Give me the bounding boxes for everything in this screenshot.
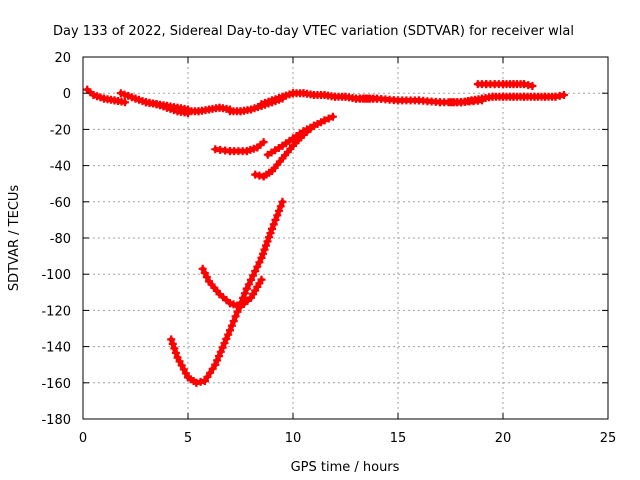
data-point-marker bbox=[278, 197, 287, 206]
data-point-marker bbox=[259, 138, 268, 147]
y-tick-label: -20 bbox=[50, 123, 71, 138]
data-point-marker bbox=[229, 317, 238, 326]
data-point-marker bbox=[259, 249, 267, 258]
data-point-marker bbox=[170, 344, 179, 353]
y-axis-tick-labels: -180 -160 -140 -120 -100 -80 -60 -40 -20 0 20 bbox=[41, 51, 71, 428]
data-point-marker bbox=[224, 330, 233, 339]
data-point-marker bbox=[235, 303, 244, 312]
series-track-8 bbox=[446, 91, 568, 107]
series-track-1 bbox=[83, 85, 129, 107]
data-point-marker bbox=[237, 298, 246, 307]
series-track-9 bbox=[473, 80, 537, 90]
data-point-marker bbox=[167, 335, 176, 344]
data-point-marker bbox=[257, 253, 266, 262]
data-point-marker bbox=[171, 348, 180, 357]
series-track-4 bbox=[173, 103, 234, 116]
data-point-marker bbox=[559, 91, 568, 99]
data-point-marker bbox=[203, 372, 212, 381]
data-point-marker bbox=[328, 112, 337, 121]
data-point-marker bbox=[263, 237, 272, 246]
y-tick-label: -140 bbox=[41, 341, 71, 356]
data-point-marker bbox=[200, 269, 209, 277]
data-point-marker bbox=[324, 114, 333, 123]
data-point-marker bbox=[275, 206, 283, 215]
data-point-marker bbox=[273, 211, 282, 220]
chart-title: Day 133 of 2022, Sidereal Day-to-day VTE… bbox=[53, 24, 574, 39]
grid-lines bbox=[83, 57, 608, 419]
data-point-marker bbox=[262, 241, 270, 250]
data-point-marker bbox=[251, 267, 260, 276]
data-point-marker bbox=[528, 82, 537, 90]
y-tick-label: -160 bbox=[41, 377, 71, 392]
data-point-marker bbox=[265, 233, 273, 242]
data-point-marker bbox=[227, 321, 236, 330]
data-point-marker bbox=[253, 262, 262, 271]
y-tick-label: -120 bbox=[41, 304, 71, 319]
y-tick-label: 0 bbox=[63, 87, 71, 102]
data-point-marker bbox=[269, 220, 278, 229]
x-tick-label: 20 bbox=[495, 431, 512, 446]
y-axis-label: SDTVAR / TECUs bbox=[7, 185, 22, 292]
data-point-marker bbox=[239, 293, 248, 302]
y-tick-label: -180 bbox=[41, 413, 71, 428]
axis-ticks bbox=[82, 56, 609, 420]
data-point-marker bbox=[202, 273, 211, 282]
x-tick-label: 0 bbox=[79, 431, 87, 446]
data-point-marker bbox=[216, 347, 225, 356]
y-tick-label: 20 bbox=[54, 51, 71, 66]
data-point-marker bbox=[240, 289, 249, 298]
data-point-marker bbox=[121, 98, 129, 107]
data-point-marker bbox=[242, 284, 251, 293]
data-point-marker bbox=[233, 307, 242, 316]
data-point-marker bbox=[222, 334, 231, 343]
data-point-marker bbox=[215, 352, 223, 361]
data-point-marker bbox=[320, 116, 329, 125]
data-point-marker bbox=[266, 229, 275, 238]
series-track-10 bbox=[211, 138, 268, 156]
data-point-marker bbox=[208, 364, 217, 373]
data-point-marker bbox=[257, 275, 266, 284]
data-point-marker bbox=[268, 224, 276, 233]
x-tick-label: 15 bbox=[390, 431, 407, 446]
data-point-marker bbox=[218, 343, 227, 352]
series-track-12 bbox=[263, 112, 337, 159]
data-point-marker bbox=[226, 326, 234, 335]
data-point-marker bbox=[168, 339, 177, 348]
y-tick-label: -60 bbox=[50, 196, 71, 211]
y-tick-label: -40 bbox=[50, 160, 71, 175]
data-point-marker bbox=[260, 245, 269, 254]
x-axis-label: GPS time / hours bbox=[291, 460, 400, 475]
y-tick-label: -80 bbox=[50, 232, 71, 247]
data-point-marker bbox=[231, 312, 240, 321]
data-point-marker bbox=[211, 360, 220, 369]
data-point-marker bbox=[271, 215, 280, 224]
data-point-marker bbox=[220, 339, 229, 348]
x-tick-label: 25 bbox=[600, 431, 617, 446]
data-series bbox=[83, 80, 568, 387]
data-point-marker bbox=[200, 377, 209, 385]
series-track-14 bbox=[167, 197, 287, 387]
x-axis-tick-labels: 0 5 10 15 20 25 bbox=[79, 431, 616, 446]
data-point-marker bbox=[198, 264, 207, 273]
data-point-marker bbox=[244, 280, 253, 289]
data-point-marker bbox=[247, 275, 255, 284]
data-point-marker bbox=[213, 356, 222, 365]
data-point-marker bbox=[255, 258, 264, 267]
x-tick-label: 5 bbox=[184, 431, 192, 446]
y-tick-label: -100 bbox=[41, 268, 71, 283]
data-point-marker bbox=[276, 202, 285, 211]
data-point-marker bbox=[249, 271, 258, 280]
x-tick-label: 10 bbox=[285, 431, 302, 446]
